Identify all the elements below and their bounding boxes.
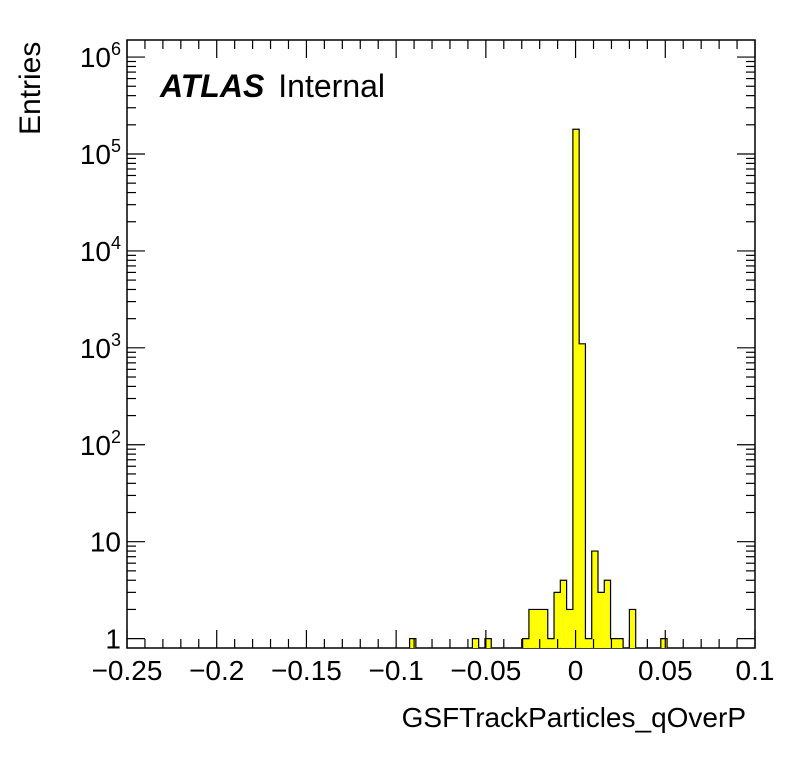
x-tick-label: −0.05 xyxy=(450,655,521,686)
x-axis-title: GSFTrackParticles_qOverP xyxy=(401,702,746,733)
y-tick-label: 104 xyxy=(80,233,121,267)
x-tick-label: 0.1 xyxy=(736,655,775,686)
histogram-bar xyxy=(566,609,573,648)
histogram-bar xyxy=(522,638,529,648)
histogram-bar xyxy=(484,638,492,648)
atlas-label-bold: ATLAS xyxy=(160,68,265,104)
histogram-bar xyxy=(535,609,542,648)
y-tick-label: 105 xyxy=(80,136,121,170)
histogram-bar xyxy=(528,609,536,648)
histogram-bar xyxy=(591,551,598,648)
histogram-bar xyxy=(610,638,617,648)
histogram-bar xyxy=(616,638,624,648)
histogram-bar xyxy=(629,609,636,648)
histogram-bar xyxy=(572,129,580,649)
histogram-bar xyxy=(472,638,479,648)
x-tick-label: −0.15 xyxy=(271,655,342,686)
histogram-bar xyxy=(660,638,668,648)
histogram-bar xyxy=(409,638,416,648)
y-axis-title: Entries xyxy=(14,41,47,135)
y-tick-label: 102 xyxy=(80,427,121,461)
x-tick-label: 0 xyxy=(568,655,584,686)
x-tick-label: 0.05 xyxy=(638,655,693,686)
histogram-bar xyxy=(560,580,567,648)
atlas-label: ATLAS Internal xyxy=(160,68,385,105)
y-tick-label: 10 xyxy=(90,527,121,558)
histogram-bar xyxy=(598,592,605,648)
histogram-outline xyxy=(409,128,668,648)
x-tick-label: −0.1 xyxy=(369,655,424,686)
histogram-bars xyxy=(409,128,668,649)
x-tick-label: −0.2 xyxy=(189,655,244,686)
plot-frame xyxy=(126,39,756,649)
y-tick-label: 106 xyxy=(80,39,121,73)
histogram-bar xyxy=(585,638,592,648)
axes: −0.25 −0.2 −0.15 −0.1 −0.05 0 0.05 0.1 1 10 102 103… xyxy=(80,39,775,686)
atlas-label-status: Internal xyxy=(278,68,386,104)
histogram-bar xyxy=(579,343,586,648)
y-tick-label: 103 xyxy=(80,330,121,364)
histogram-bar xyxy=(547,638,555,648)
histogram-bar xyxy=(604,580,611,648)
y-tick-label: 1 xyxy=(105,624,121,655)
histogram-bar xyxy=(541,609,548,648)
histogram-bar xyxy=(554,592,561,648)
x-tick-label: −0.25 xyxy=(92,655,163,686)
